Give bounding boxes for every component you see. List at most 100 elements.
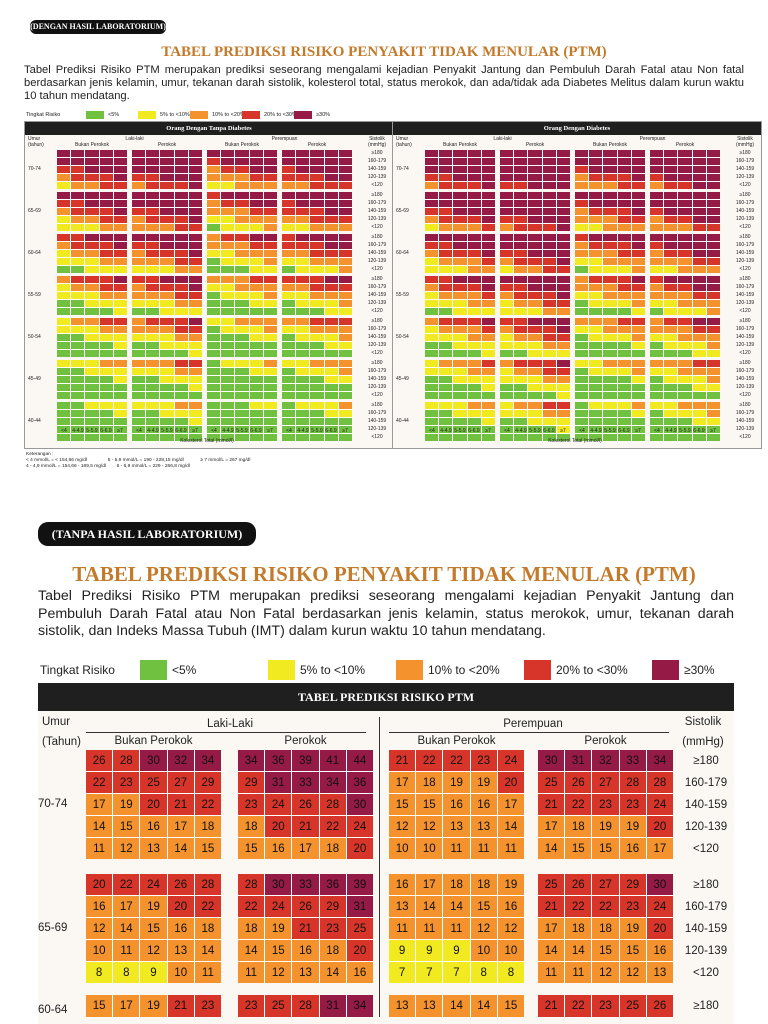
risk-cell xyxy=(425,234,439,241)
risk-cell xyxy=(589,342,603,349)
risk-cell xyxy=(706,392,720,399)
risk-cell xyxy=(249,326,263,333)
risk-cell xyxy=(439,258,453,265)
risk-cell xyxy=(589,300,603,307)
risk-cell xyxy=(528,200,542,207)
risk-cell xyxy=(425,182,439,189)
risk-cell: 24 xyxy=(140,874,167,895)
risk-cell xyxy=(706,434,720,441)
risk-grid xyxy=(500,234,570,273)
risk-cell xyxy=(589,434,603,441)
risk-cell xyxy=(207,426,221,433)
risk-cell: 8 xyxy=(113,962,140,983)
risk-cell xyxy=(556,166,570,173)
risk-cell xyxy=(556,376,570,383)
risk-cell xyxy=(146,342,160,349)
risk-cell xyxy=(439,284,453,291)
risk-cell xyxy=(542,182,556,189)
risk-cell xyxy=(338,224,352,231)
risk-cell xyxy=(99,216,113,223)
risk-cell xyxy=(467,250,481,257)
risk-cell xyxy=(603,276,617,283)
risk-cell xyxy=(160,326,174,333)
risk-cell xyxy=(692,158,706,165)
risk-cell xyxy=(146,208,160,215)
risk-cell xyxy=(188,242,202,249)
risk-cell xyxy=(132,410,146,417)
risk-cell xyxy=(692,250,706,257)
risk-cell xyxy=(113,334,127,341)
risk-cell xyxy=(85,284,99,291)
risk-cell xyxy=(146,216,160,223)
risk-cell: 28 xyxy=(646,772,673,793)
risk-cell xyxy=(467,334,481,341)
risk-cell xyxy=(556,426,570,433)
risk-cell: 20 xyxy=(646,918,673,939)
risk-cell: 12 xyxy=(470,918,497,939)
risk-cell: 36 xyxy=(346,772,373,793)
risk-cell xyxy=(481,250,495,257)
risk-cell xyxy=(678,308,692,315)
risk-cell xyxy=(282,326,296,333)
risk-cell xyxy=(132,182,146,189)
risk-cell xyxy=(235,418,249,425)
risk-cell: 11 xyxy=(416,918,443,939)
risk-cell xyxy=(706,402,720,409)
risk-legend-lab: Tingkat Risiko <5% 5% to <10% 10% to <20% 2… xyxy=(26,111,346,119)
risk-cell xyxy=(57,192,71,199)
risk-cell xyxy=(249,410,263,417)
risk-cell xyxy=(453,350,467,357)
risk-cell xyxy=(556,234,570,241)
chol-tick: 4-4.9 xyxy=(297,428,309,434)
risk-cell xyxy=(425,326,439,333)
risk-cell xyxy=(678,334,692,341)
risk-cell xyxy=(467,418,481,425)
risk-cell: 23 xyxy=(238,995,265,1017)
risk-cell xyxy=(481,150,495,157)
sbp-label: 160-179 xyxy=(367,242,387,248)
risk-cell xyxy=(113,326,127,333)
risk-grid xyxy=(207,402,277,441)
risk-cell xyxy=(71,166,85,173)
risk-cell xyxy=(650,276,664,283)
risk-cell xyxy=(221,166,235,173)
risk-cell: 28 xyxy=(292,995,319,1017)
risk-cell: 33 xyxy=(292,874,319,895)
risk-cell xyxy=(71,342,85,349)
risk-cell: 23 xyxy=(592,995,619,1017)
risk-cell xyxy=(706,166,720,173)
risk-cell xyxy=(453,384,467,391)
risk-cell xyxy=(500,318,514,325)
risk-cell: 16 xyxy=(497,896,524,917)
header-rule xyxy=(389,732,669,733)
risk-cell xyxy=(338,326,352,333)
risk-cell xyxy=(467,300,481,307)
risk-cell: 7 xyxy=(443,962,470,983)
risk-cell xyxy=(146,426,160,433)
risk-cell xyxy=(160,216,174,223)
risk-cell xyxy=(296,426,310,433)
risk-cell xyxy=(542,208,556,215)
risk-cell: 23 xyxy=(619,794,646,815)
risk-cell xyxy=(249,208,263,215)
risk-cell xyxy=(650,392,664,399)
risk-cell xyxy=(71,300,85,307)
risk-cell xyxy=(235,276,249,283)
risk-cell xyxy=(338,158,352,165)
risk-cell xyxy=(575,368,589,375)
legend-swatch xyxy=(190,111,208,119)
risk-cell xyxy=(324,292,338,299)
risk-cell xyxy=(575,166,589,173)
risk-cell xyxy=(71,326,85,333)
risk-cell xyxy=(174,284,188,291)
risk-cell xyxy=(282,174,296,181)
risk-grid xyxy=(425,234,495,273)
risk-cell xyxy=(188,410,202,417)
risk-cell xyxy=(542,250,556,257)
sbp-label: ≥180 xyxy=(739,234,751,240)
risk-cell xyxy=(85,300,99,307)
risk-cell xyxy=(188,182,202,189)
risk-grid xyxy=(57,360,127,399)
risk-cell xyxy=(282,318,296,325)
risk-cell xyxy=(706,174,720,181)
